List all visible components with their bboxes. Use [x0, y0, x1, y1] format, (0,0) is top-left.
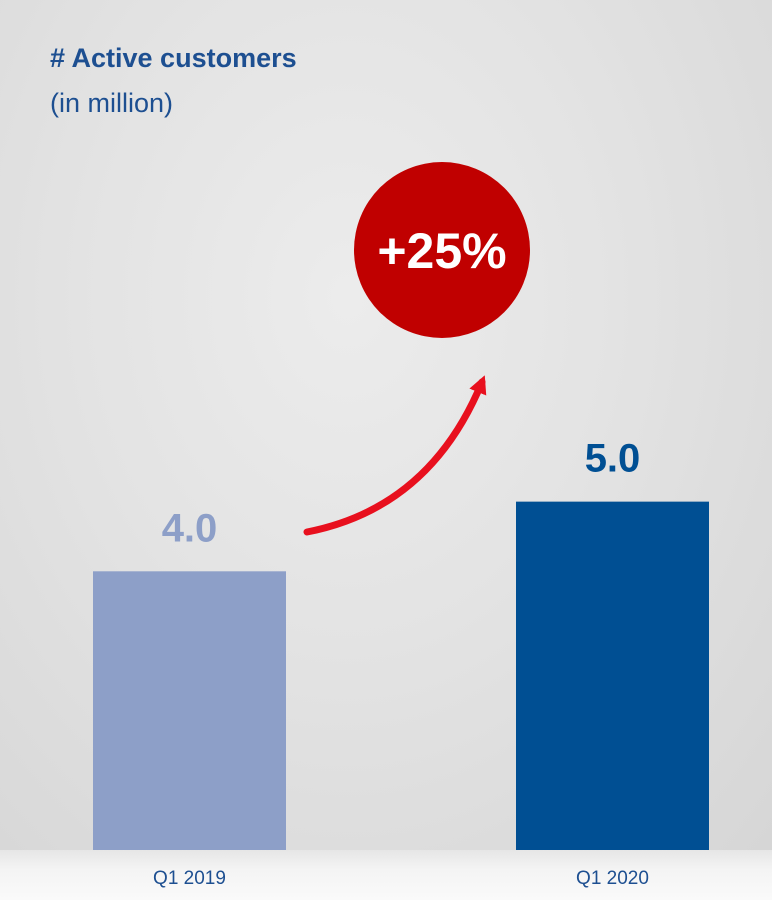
value-label: 4.0: [162, 506, 218, 550]
growth-badge: [354, 162, 530, 338]
growth-badge-label: +25%: [377, 223, 506, 279]
category-label: Q1 2020: [576, 868, 649, 889]
chart-title: # Active customers: [50, 43, 297, 73]
value-label: 5.0: [585, 437, 641, 481]
bar-q1-2019: [93, 571, 286, 850]
chart-subtitle: (in million): [50, 88, 174, 118]
bar-q1-2020: [516, 501, 709, 850]
category-label: Q1 2019: [153, 868, 226, 889]
growth-arrow: [303, 375, 487, 536]
chart-floor: [0, 850, 772, 900]
